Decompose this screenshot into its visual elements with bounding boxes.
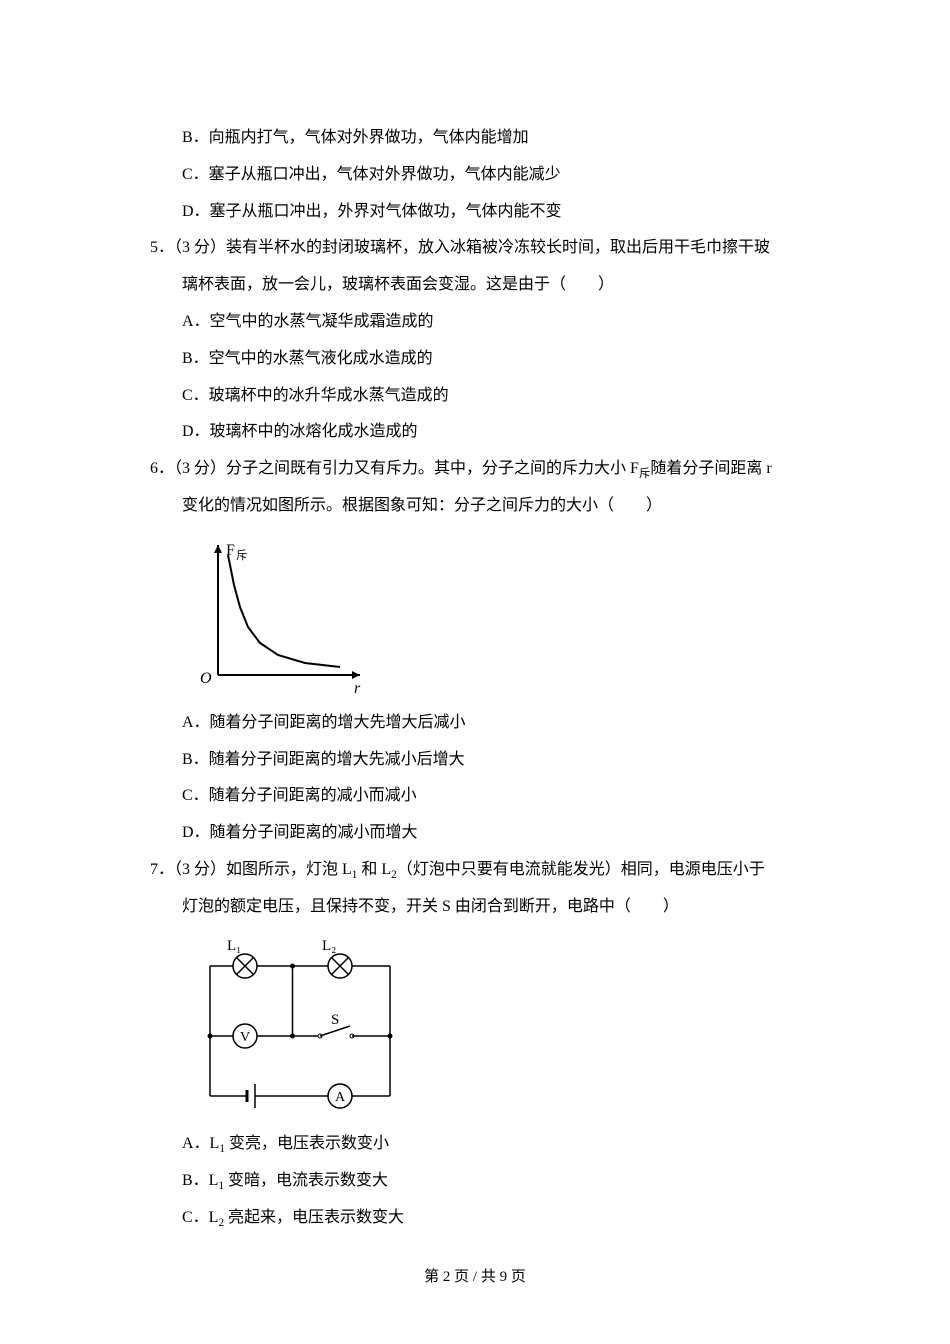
graph-svg: F斥 r O	[190, 535, 370, 695]
q7-c-suffix: 亮起来，电压表示数变大	[224, 1209, 404, 1226]
svg-text:F: F	[226, 542, 235, 559]
q6-stem-prefix: 6．（3 分）分子之间既有引力又有斥力。其中，分子之间的斥力大小 F	[150, 460, 639, 477]
footer-prefix: 第	[424, 1269, 443, 1285]
q4-opt-d: D．塞子从瓶口冲出，外界对气体做功，气体内能不变	[150, 194, 800, 231]
q4-opt-c: C．塞子从瓶口冲出，气体对外界做功，气体内能减少	[150, 157, 800, 194]
q6-graph: F斥 r O	[190, 535, 800, 695]
svg-text:斥: 斥	[236, 549, 247, 562]
circuit-svg: L₁ L₂ V S A	[190, 936, 410, 1116]
q7-b-suffix: 变暗，电流表示数变大	[224, 1172, 388, 1189]
q7-stem-line1: 7．（3 分）如图所示，灯泡 L1 和 L2（灯泡中只要有电流就能发光）相同，电…	[150, 852, 800, 889]
q5-opt-d: D．玻璃杯中的冰熔化成水造成的	[150, 414, 800, 451]
q5-opt-c: C．玻璃杯中的冰升华成水蒸气造成的	[150, 378, 800, 415]
q7-stem-line2: 灯泡的额定电压，且保持不变，开关 S 由闭合到断开，电路中（ ）	[150, 889, 800, 926]
q7-a-prefix: A．L	[182, 1135, 219, 1152]
q7-c-prefix: C．L	[182, 1209, 218, 1226]
q6-opt-d: D．随着分子间距离的减小而增大	[150, 815, 800, 852]
q5-stem-line1: 5．（3 分）装有半杯水的封闭玻璃杯，放入冰箱被冷冻较长时间，取出后用干毛巾擦干…	[150, 230, 800, 267]
q6-opt-a: A．随着分子间距离的增大先增大后减小	[150, 705, 800, 742]
svg-text:V: V	[240, 1030, 250, 1045]
q6-stem-sub: 斥	[639, 468, 651, 480]
q6-opt-c: C．随着分子间距离的减小而减小	[150, 778, 800, 815]
q7-stem-a: 7．（3 分）如图所示，灯泡 L	[150, 861, 352, 878]
q6-stem-line1: 6．（3 分）分子之间既有引力又有斥力。其中，分子之间的斥力大小 F斥随着分子间…	[150, 451, 800, 488]
footer-suffix: 页	[507, 1269, 526, 1285]
svg-text:S: S	[331, 1012, 339, 1028]
q5-stem-line2: 璃杯表面，放一会儿，玻璃杯表面会变湿。这是由于（ ）	[150, 267, 800, 304]
q4-opt-b: B．向瓶内打气，气体对外界做功，气体内能增加	[150, 120, 800, 157]
q7-opt-b: B．L1 变暗，电流表示数变大	[150, 1163, 800, 1200]
q6-stem-suffix: 随着分子间距离 r	[650, 460, 771, 477]
svg-text:O: O	[200, 670, 212, 687]
q7-stem-b: 和 L	[357, 861, 391, 878]
q7-stem-c: （灯泡中只要有电流就能发光）相同，电源电压小于	[397, 861, 765, 878]
svg-text:L₁: L₁	[227, 938, 241, 954]
svg-text:L₂: L₂	[322, 938, 336, 954]
q5-opt-b: B．空气中的水蒸气液化成水造成的	[150, 341, 800, 378]
q5-opt-a: A．空气中的水蒸气凝华成霜造成的	[150, 304, 800, 341]
q6-opt-b: B．随着分子间距离的增大先减小后增大	[150, 742, 800, 779]
q7-circuit: L₁ L₂ V S A	[190, 936, 800, 1116]
footer-middle: 页 / 共	[450, 1269, 499, 1285]
q7-opt-a: A．L1 变亮，电压表示数变小	[150, 1126, 800, 1163]
footer-total: 9	[500, 1269, 508, 1285]
q6-stem-line2: 变化的情况如图所示。根据图象可知：分子之间斥力的大小（ ）	[150, 488, 800, 525]
q7-a-suffix: 变亮，电压表示数变小	[225, 1135, 389, 1152]
q7-b-prefix: B．L	[182, 1172, 218, 1189]
svg-text:A: A	[335, 1090, 346, 1105]
q7-opt-c: C．L2 亮起来，电压表示数变大	[150, 1200, 800, 1237]
page-footer: 第 2 页 / 共 9 页	[0, 1260, 950, 1295]
svg-text:r: r	[354, 680, 361, 695]
